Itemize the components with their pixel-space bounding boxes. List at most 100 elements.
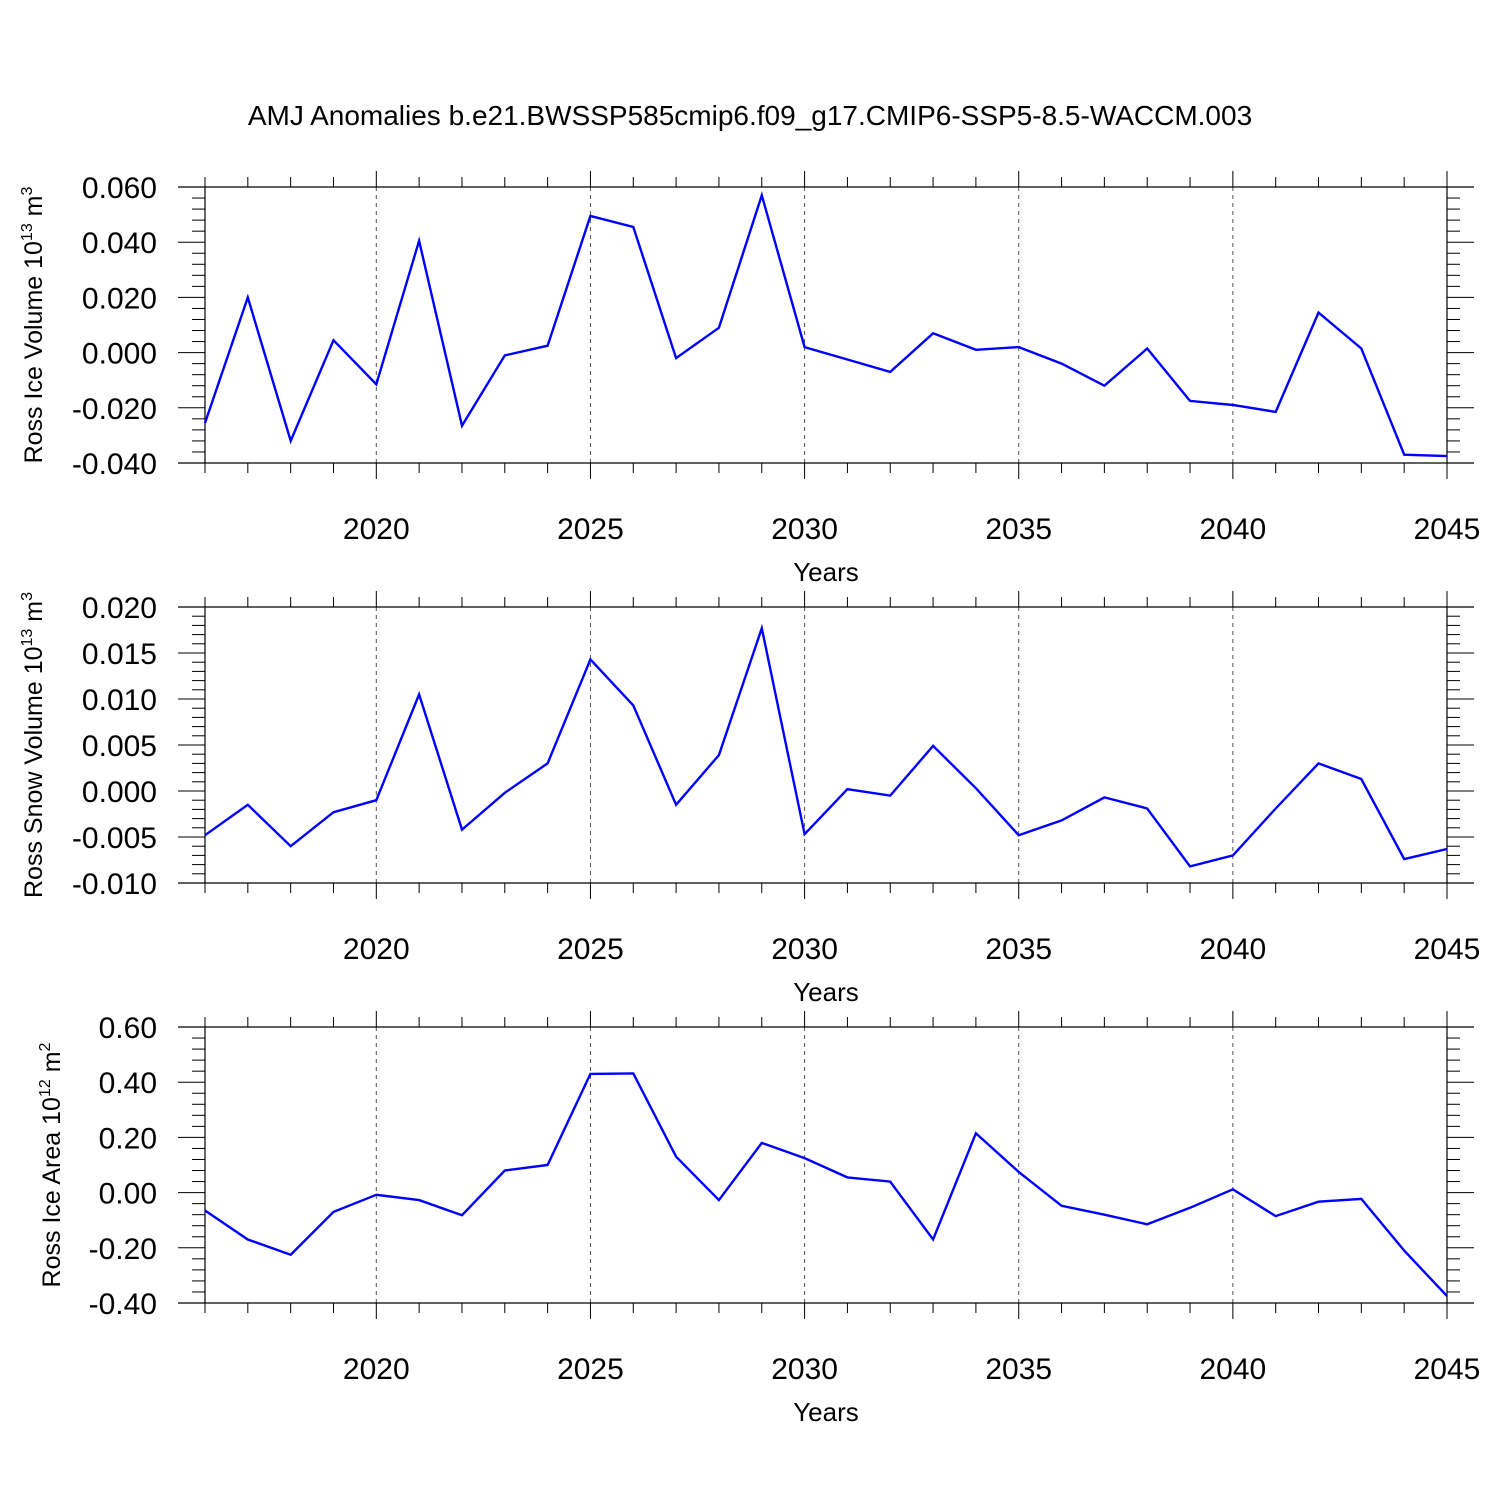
x-tick-label: 2020 <box>343 933 410 966</box>
data-point <box>631 225 635 229</box>
x-tick-label: 2035 <box>985 1353 1052 1386</box>
y-axis-label: Ross Ice Volume 1013 m3 <box>19 186 48 463</box>
y-tick-label: -0.020 <box>72 393 157 426</box>
data-point <box>460 1213 464 1217</box>
data-point <box>1188 1206 1192 1210</box>
x-tick-label: 2030 <box>771 933 838 966</box>
data-point <box>1102 1213 1106 1217</box>
data-point <box>1060 1204 1064 1208</box>
x-tick-label: 2020 <box>343 513 410 546</box>
data-point <box>888 794 892 798</box>
y-tick-label: 0.60 <box>99 1012 157 1045</box>
data-point <box>1188 399 1192 403</box>
data-point <box>417 692 421 696</box>
data-point <box>289 1253 293 1257</box>
data-point <box>760 626 764 630</box>
data-point <box>1445 1294 1449 1298</box>
data-point <box>1359 777 1363 781</box>
data-point <box>1359 346 1363 350</box>
data-point <box>1317 761 1321 765</box>
x-tick-label: 2030 <box>771 513 838 546</box>
data-point <box>417 239 421 243</box>
data-point <box>1317 311 1321 315</box>
x-tick-label: 2020 <box>343 1353 410 1386</box>
data-point <box>503 791 507 795</box>
x-tick-label: 2040 <box>1199 933 1266 966</box>
data-point <box>760 193 764 197</box>
data-point <box>546 344 550 348</box>
figure-title: AMJ Anomalies b.e21.BWSSP585cmip6.f09_g1… <box>248 100 1252 131</box>
data-point <box>1060 818 1064 822</box>
data-point <box>246 295 250 299</box>
series-line <box>204 1072 1448 1297</box>
y-axis-label: Ross Ice Area 1012 m2 <box>37 1042 66 1287</box>
y-axis-label-unit-exponent: 3 <box>19 592 36 601</box>
data-point <box>803 832 807 836</box>
data-point <box>974 1131 978 1135</box>
data-point <box>331 810 335 814</box>
y-tick-label: 0.060 <box>82 172 157 205</box>
y-axis-label-unit-exponent: 3 <box>19 186 36 195</box>
data-point <box>1231 403 1235 407</box>
y-tick-label: -0.20 <box>89 1233 157 1266</box>
data-point <box>674 803 678 807</box>
data-point <box>203 833 207 837</box>
y-axis-label-exponent: 12 <box>37 1079 54 1097</box>
y-tick-label: 0.20 <box>99 1122 157 1155</box>
panel-1: -0.040 -0.020 0.000 0.020 0.040 0.060 2020 2025… <box>19 171 1480 587</box>
y-axis-label-unit: m <box>20 195 48 223</box>
y-axis-label-text: Ross Snow Volume 10 <box>20 646 48 898</box>
data-point <box>1317 1200 1321 1204</box>
x-tick-label: 2045 <box>1414 513 1481 546</box>
x-tick-label: 2030 <box>771 1353 838 1386</box>
data-point <box>588 657 592 661</box>
y-tick-label: -0.010 <box>72 868 157 901</box>
data-point <box>1231 1187 1235 1191</box>
data-point <box>760 1141 764 1145</box>
data-point <box>803 345 807 349</box>
data-point <box>246 1238 250 1242</box>
x-tick-label: 2045 <box>1414 933 1481 966</box>
x-tick-label: 2040 <box>1199 513 1266 546</box>
data-point <box>203 1209 207 1213</box>
series-line <box>204 623 1448 868</box>
data-point <box>631 703 635 707</box>
data-point <box>674 356 678 360</box>
y-tick-label: 0.040 <box>82 227 157 260</box>
data-point <box>1402 453 1406 457</box>
x-tick-label: 2035 <box>985 933 1052 966</box>
y-tick-label: 0.010 <box>82 684 157 717</box>
data-point <box>503 1169 507 1173</box>
y-tick-label: 0.015 <box>82 638 157 671</box>
data-point <box>1274 410 1278 414</box>
data-point <box>931 744 935 748</box>
data-point <box>588 214 592 218</box>
data-point <box>1274 806 1278 810</box>
y-tick-label: 0.020 <box>82 282 157 315</box>
data-point <box>1017 1170 1021 1174</box>
x-axis-label: Years <box>793 977 859 1007</box>
y-tick-label: 0.000 <box>82 776 157 809</box>
data-point <box>974 348 978 352</box>
data-point <box>717 1198 721 1202</box>
y-axis-label-exponent: 13 <box>19 223 36 241</box>
data-point <box>845 358 849 362</box>
x-tick-label: 2025 <box>557 513 624 546</box>
y-axis-label-exponent: 13 <box>19 629 36 647</box>
data-point <box>1445 454 1449 458</box>
data-point <box>417 1198 421 1202</box>
data-point <box>888 1180 892 1184</box>
x-tick-label: 2025 <box>557 1353 624 1386</box>
data-point <box>1017 345 1021 349</box>
data-point <box>717 753 721 757</box>
data-point <box>674 1155 678 1159</box>
data-point <box>503 353 507 357</box>
data-point <box>931 331 935 335</box>
data-point <box>546 1163 550 1167</box>
data-point <box>845 787 849 791</box>
data-point <box>1060 362 1064 366</box>
x-axis-label: Years <box>793 1397 859 1427</box>
y-axis-label-text: Ross Ice Area 10 <box>38 1097 66 1287</box>
y-axis-label-unit: m <box>20 601 48 629</box>
data-point <box>374 798 378 802</box>
